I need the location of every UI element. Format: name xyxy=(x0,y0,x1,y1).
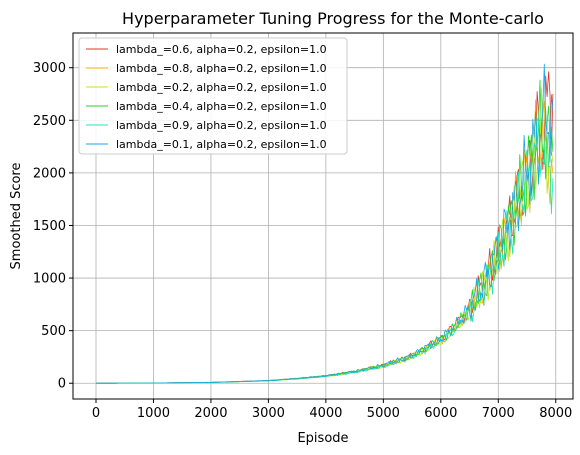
x-tick-label: 2000 xyxy=(194,406,227,421)
x-tick-label: 0 xyxy=(92,406,100,421)
legend-box xyxy=(78,37,348,155)
legend-label: lambda_=0.9, alpha=0.2, epsilon=1.0 xyxy=(116,119,327,132)
legend: lambda_=0.6, alpha=0.2, epsilon=1.0 lambd… xyxy=(78,37,348,155)
x-axis: 0 1000 2000 3000 4000 5000 6000 7000 8000 xyxy=(92,399,572,421)
plot-lines xyxy=(96,63,554,384)
x-tick-label: 7000 xyxy=(482,406,515,421)
x-tick-label: 6000 xyxy=(424,406,457,421)
x-axis-label: Episode xyxy=(297,431,348,446)
y-axis: 0 500 1000 1500 2000 2500 3000 xyxy=(33,61,73,392)
legend-label: lambda_=0.4, alpha=0.2, epsilon=1.0 xyxy=(116,100,327,113)
y-axis-label: Smoothed Score xyxy=(9,163,24,270)
y-tick-label: 1500 xyxy=(33,219,66,234)
x-tick-label: 8000 xyxy=(539,406,572,421)
legend-label: lambda_=0.8, alpha=0.2, epsilon=1.0 xyxy=(116,62,327,75)
legend-label: lambda_=0.1, alpha=0.2, epsilon=1.0 xyxy=(116,138,327,151)
x-tick-label: 5000 xyxy=(367,406,400,421)
x-tick-label: 1000 xyxy=(137,406,170,421)
y-tick-label: 1000 xyxy=(33,272,66,287)
plot-frame xyxy=(72,32,574,400)
x-tick-label: 3000 xyxy=(252,406,285,421)
legend-label: lambda_=0.2, alpha=0.2, epsilon=1.0 xyxy=(116,81,327,94)
x-tick-label: 4000 xyxy=(309,406,342,421)
y-tick-label: 500 xyxy=(41,324,66,339)
y-tick-label: 2500 xyxy=(33,114,66,129)
chart-title: Hyperparameter Tuning Progress for the M… xyxy=(122,9,544,28)
y-tick-label: 0 xyxy=(58,377,66,392)
series-line xyxy=(96,63,554,384)
legend-label: lambda_=0.6, alpha=0.2, epsilon=1.0 xyxy=(116,43,327,56)
grid xyxy=(73,33,573,399)
y-tick-label: 3000 xyxy=(33,61,66,76)
y-tick-label: 2000 xyxy=(33,166,66,181)
